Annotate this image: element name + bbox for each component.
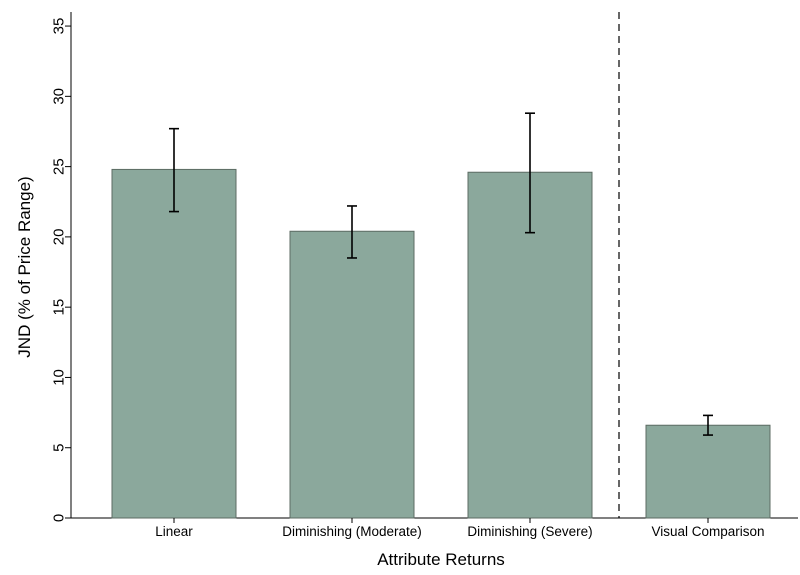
y-tick-label-0: 0: [50, 514, 67, 522]
y-tick-label-20: 20: [50, 229, 67, 246]
bar-1: [111, 168, 237, 519]
y-axis-title: JND (% of Price Range): [15, 176, 34, 357]
x-tick-label-1: Linear: [155, 524, 193, 539]
y-tick-label-25: 25: [50, 158, 67, 175]
x-tick-label-2: Diminishing (Moderate): [282, 524, 422, 539]
y-tick-label-30: 30: [50, 88, 67, 105]
y-tick-label-15: 15: [50, 299, 67, 316]
plot-area: 0 5 10 15 20 25 30 35 Linear Diminishing (Moderat…: [50, 12, 798, 539]
y-tick-label-10: 10: [50, 369, 67, 386]
x-tick-label-4: Visual Comparison: [651, 524, 764, 539]
bar-4: [645, 424, 771, 519]
x-tick-label-3: Diminishing (Severe): [467, 524, 592, 539]
y-tick-label-5: 5: [50, 444, 67, 452]
x-axis-title: Attribute Returns: [377, 550, 505, 569]
y-tick-label-35: 35: [50, 18, 67, 35]
bar-2: [289, 230, 415, 519]
